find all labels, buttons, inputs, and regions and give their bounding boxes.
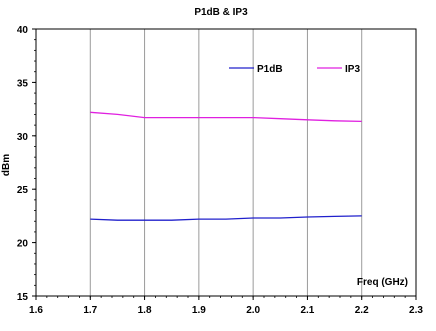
x-tick-label: 1.6: [29, 305, 43, 316]
axes: [32, 28, 417, 300]
x-tick-label: 1.7: [83, 305, 97, 316]
y-tick-label: 20: [17, 239, 29, 250]
series-lines: [90, 111, 362, 221]
legend: P1dB IP3: [229, 64, 360, 75]
y-tick-label: 15: [17, 292, 29, 303]
chart-title: P1dB & IP3: [194, 7, 248, 18]
y-tick-label: 30: [17, 132, 29, 143]
x-axis-label: Freq (GHz): [357, 277, 408, 288]
x-tick-label: 2.3: [409, 305, 423, 316]
grid: [89, 29, 363, 296]
series-line-p1db: [90, 215, 362, 221]
y-tick-label: 40: [17, 25, 29, 36]
y-axis-label: dBm: [1, 154, 12, 176]
tick-labels: 1.6 1.7 1.8 1.9 2.0 2.1 2.2 2.3 15 20 25 30 35 40: [17, 25, 424, 316]
x-tick-label: 2.0: [246, 305, 260, 316]
legend-label-p1db: P1dB: [257, 64, 283, 75]
plot-area-border: [35, 28, 417, 297]
series-line-ip3: [90, 111, 362, 123]
y-tick-label: 25: [17, 185, 29, 196]
x-tick-label: 1.9: [192, 305, 206, 316]
x-tick-label: 2.2: [355, 305, 369, 316]
x-tick-label: 1.8: [138, 305, 152, 316]
x-tick-label: 2.1: [300, 305, 314, 316]
y-tick-label: 35: [17, 78, 29, 89]
legend-label-ip3: IP3: [345, 64, 360, 75]
